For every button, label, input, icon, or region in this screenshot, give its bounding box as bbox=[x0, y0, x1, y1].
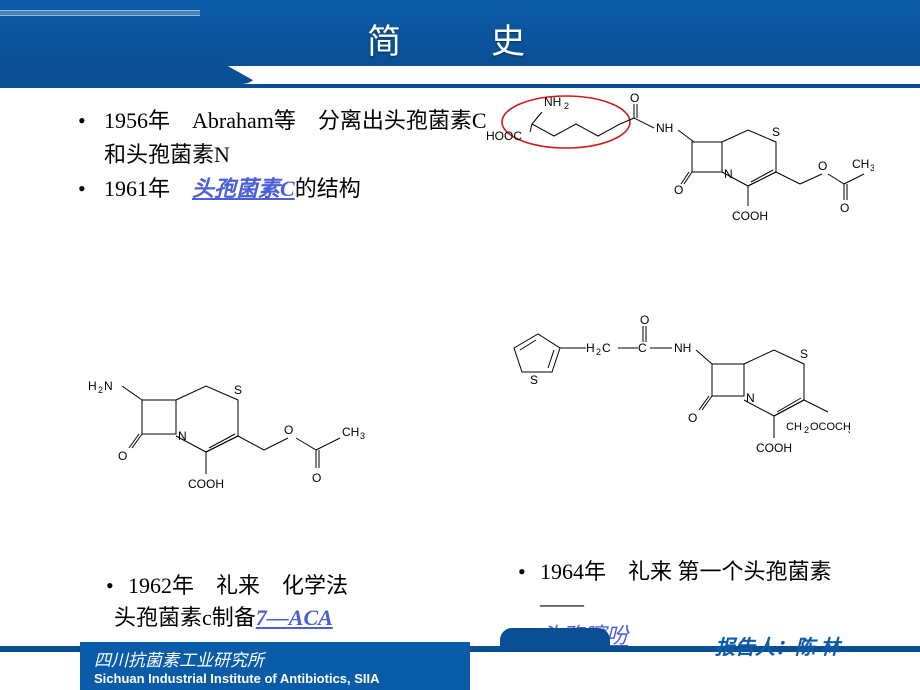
caption-line: 1962年 礼来 化学法 头孢菌素c制备7—ACA bbox=[100, 570, 460, 634]
svg-text:O: O bbox=[312, 471, 321, 485]
svg-text:O: O bbox=[630, 92, 639, 105]
svg-text:HOOC: HOOC bbox=[486, 129, 522, 143]
structure-7-aca: H2N O N S COOH O O CH3 bbox=[88, 366, 388, 541]
svg-text:H: H bbox=[88, 379, 97, 393]
svg-text:C: C bbox=[638, 341, 647, 355]
caption-text-2: 头孢菌素c制备 bbox=[114, 605, 256, 630]
svg-text:S: S bbox=[800, 347, 808, 361]
bullet-1956: 1956年 Abraham等 分离出头孢菌素C和头孢菌素N bbox=[70, 104, 490, 172]
org-name-en: Sichuan Industrial Institute of Antibiot… bbox=[94, 671, 456, 686]
org-name-cn: 四川抗菌素工业研究所 bbox=[94, 646, 456, 671]
footer-tab-shape bbox=[500, 628, 610, 652]
caption-line-1: 1964年 礼来 第一个头孢菌素—— bbox=[512, 556, 872, 620]
svg-text:S: S bbox=[772, 125, 780, 139]
caption-text: 1964年 礼来 第一个头孢菌素—— bbox=[540, 559, 832, 616]
svg-text:H: H bbox=[586, 341, 595, 355]
svg-text:2: 2 bbox=[596, 347, 601, 357]
reporter-label: 报告人：陈 林 bbox=[715, 631, 840, 660]
slide-header: 简 史 bbox=[0, 0, 920, 66]
link-7-aca[interactable]: 7—ACA bbox=[256, 605, 333, 630]
structure-cephalothin: S H2C C O NH O N S COOH CH2OCOCH3 bbox=[490, 312, 850, 507]
bullet-text-b: 的结构 bbox=[295, 176, 361, 201]
svg-text:3: 3 bbox=[870, 163, 874, 173]
svg-text:COOH: COOH bbox=[756, 441, 792, 455]
svg-text:O: O bbox=[640, 313, 649, 327]
svg-text:O: O bbox=[840, 201, 849, 215]
svg-text:NH: NH bbox=[544, 95, 561, 109]
svg-text:O: O bbox=[674, 183, 683, 197]
svg-text:3: 3 bbox=[848, 425, 850, 435]
svg-text:COOH: COOH bbox=[188, 477, 224, 491]
svg-text:NH: NH bbox=[656, 121, 673, 135]
svg-text:O: O bbox=[284, 423, 293, 437]
slide-body: 1956年 Abraham等 分离出头孢菌素C和头孢菌素N 1961年 头孢菌素… bbox=[70, 96, 880, 604]
svg-text:CH: CH bbox=[852, 157, 869, 171]
svg-text:N: N bbox=[104, 379, 113, 393]
svg-text:O: O bbox=[688, 411, 697, 425]
link-cephalosporin-c[interactable]: 头孢菌素C bbox=[192, 176, 295, 201]
caption-text: 1962年 礼来 化学法 bbox=[128, 573, 348, 598]
svg-text:2: 2 bbox=[564, 101, 569, 111]
svg-text:CH: CH bbox=[786, 421, 802, 433]
svg-text:S: S bbox=[234, 383, 242, 397]
svg-text:OCOCH: OCOCH bbox=[810, 421, 850, 433]
bullet-text: 1956年 Abraham等 分离出头孢菌素C和头孢菌素N bbox=[104, 108, 487, 167]
svg-text:S: S bbox=[530, 373, 538, 387]
bullets-top-left: 1956年 Abraham等 分离出头孢菌素C和头孢菌素N 1961年 头孢菌素… bbox=[70, 104, 490, 206]
svg-text:3: 3 bbox=[360, 431, 365, 441]
structure-cephalosporin-c: NH2 HOOC O NH O N S COOH bbox=[484, 92, 874, 257]
svg-text:O: O bbox=[118, 449, 127, 463]
svg-text:CH: CH bbox=[342, 425, 359, 439]
bullet-1961: 1961年 头孢菌素C的结构 bbox=[70, 172, 490, 206]
footer-org-block: 四川抗菌素工业研究所 Sichuan Industrial Institute … bbox=[80, 642, 470, 690]
svg-text:O: O bbox=[818, 159, 827, 173]
header-underline bbox=[0, 84, 920, 88]
caption-7-aca: 1962年 礼来 化学法 头孢菌素c制备7—ACA bbox=[100, 570, 460, 634]
svg-text:COOH: COOH bbox=[732, 209, 768, 223]
svg-text:C: C bbox=[602, 341, 611, 355]
bullet-text-a: 1961年 bbox=[104, 176, 192, 201]
svg-text:2: 2 bbox=[804, 425, 809, 435]
svg-text:NH: NH bbox=[674, 341, 691, 355]
svg-text:2: 2 bbox=[98, 385, 103, 395]
header-decor-line bbox=[0, 10, 200, 16]
